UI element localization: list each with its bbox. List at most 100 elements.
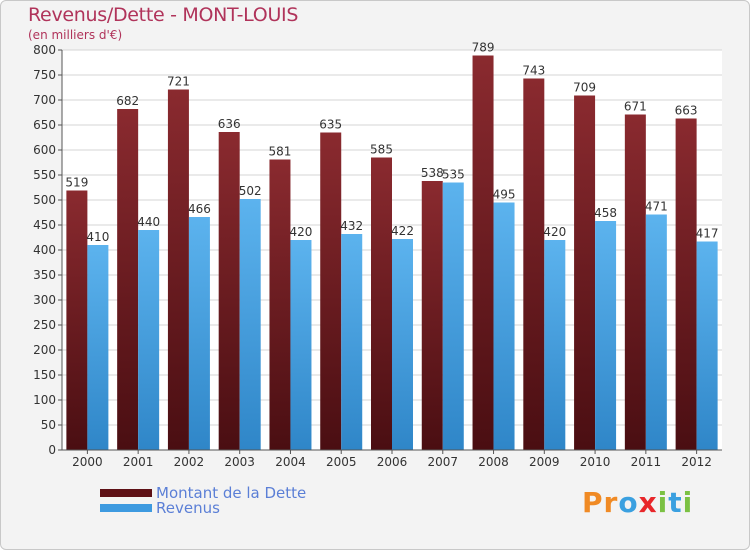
- debt-value-label: 585: [370, 143, 393, 157]
- y-tick-label: 650: [33, 118, 56, 132]
- legend-item-debt: Montant de la Dette: [100, 483, 307, 502]
- revenus-value-label: 466: [188, 202, 211, 216]
- logo-letter: r: [603, 486, 619, 519]
- chart-title: Revenus/Dette - MONT-LOUIS: [28, 4, 299, 26]
- debt-bar: [269, 159, 291, 450]
- y-tick-label: 150: [33, 368, 56, 382]
- y-tick-label: 50: [41, 418, 56, 432]
- revenus-bar: [544, 240, 566, 450]
- x-tick-label: 2002: [174, 455, 205, 469]
- logo-letter: t: [668, 486, 683, 519]
- debt-value-label: 743: [522, 64, 545, 78]
- y-tick-label: 750: [33, 68, 56, 82]
- y-tick-label: 0: [48, 443, 56, 457]
- y-tick-label: 350: [33, 268, 56, 282]
- revenus-value-label: 420: [543, 225, 566, 239]
- debt-value-label: 671: [624, 100, 647, 114]
- debt-bar: [624, 114, 646, 450]
- x-tick-label: 2009: [529, 455, 560, 469]
- revenus-bar: [138, 230, 160, 450]
- debt-bar: [574, 95, 596, 450]
- debt-value-label: 519: [65, 176, 88, 190]
- revenus-bar: [87, 245, 109, 450]
- logo-letter: x: [638, 486, 658, 519]
- debt-value-label: 663: [675, 104, 698, 118]
- legend-swatch-debt: [100, 488, 152, 497]
- legend: Montant de la Dette Revenus: [100, 483, 307, 517]
- debt-bar: [66, 190, 88, 450]
- y-tick-label: 450: [33, 218, 56, 232]
- x-tick-label: 2008: [478, 455, 509, 469]
- revenus-value-label: 495: [493, 188, 516, 202]
- debt-bar: [320, 132, 342, 450]
- revenus-bar: [595, 221, 617, 450]
- revenus-bar: [392, 239, 413, 450]
- x-tick-label: 2012: [681, 455, 712, 469]
- debt-bar: [421, 181, 443, 450]
- chart-subtitle: (en milliers d'€): [28, 28, 123, 42]
- revenus-bar: [442, 182, 464, 450]
- revenus-value-label: 410: [86, 230, 109, 244]
- debt-value-label: 538: [421, 166, 444, 180]
- revenus-value-label: 458: [594, 206, 617, 220]
- y-tick-label: 550: [33, 168, 56, 182]
- y-tick-label: 100: [33, 393, 56, 407]
- revenus-value-label: 420: [290, 225, 313, 239]
- debt-value-label: 636: [218, 117, 241, 131]
- debt-value-label: 721: [167, 75, 190, 89]
- legend-label-revenus: Revenus: [156, 498, 220, 517]
- y-tick-label: 500: [33, 193, 56, 207]
- logo-letter: o: [618, 486, 639, 519]
- x-tick-label: 2006: [377, 455, 408, 469]
- debt-bar: [523, 78, 545, 450]
- y-tick-label: 300: [33, 293, 56, 307]
- debt-value-label: 682: [116, 94, 139, 108]
- debt-bar: [675, 118, 697, 450]
- y-tick-label: 200: [33, 343, 56, 357]
- revenus-bar: [696, 241, 718, 450]
- revenus-bar: [290, 240, 312, 450]
- debt-value-label: 789: [472, 41, 495, 55]
- debt-bar: [218, 132, 240, 450]
- x-tick-label: 2007: [427, 455, 458, 469]
- y-tick-label: 600: [33, 143, 56, 157]
- y-tick-label: 400: [33, 243, 56, 257]
- revenus-value-label: 417: [696, 227, 719, 241]
- y-tick-label: 700: [33, 93, 56, 107]
- legend-item-revenus: Revenus: [100, 498, 306, 517]
- y-tick-label: 250: [33, 318, 56, 332]
- revenus-value-label: 440: [137, 215, 160, 229]
- logo-letter: i: [657, 486, 669, 519]
- logo-letter: P: [582, 486, 604, 519]
- debt-bar: [167, 89, 189, 450]
- debt-value-label: 709: [573, 81, 596, 95]
- legend-label-debt: Montant de la Dette: [156, 483, 307, 502]
- y-tick-label: 800: [33, 43, 56, 57]
- revenus-value-label: 535: [442, 168, 465, 182]
- revenus-value-label: 432: [340, 219, 363, 233]
- revenus-bar: [645, 214, 667, 450]
- debt-value-label: 581: [269, 145, 292, 159]
- debt-bar: [117, 109, 139, 450]
- x-tick-label: 2011: [631, 455, 662, 469]
- x-tick-label: 2003: [224, 455, 255, 469]
- revenus-bar: [188, 217, 210, 450]
- revenus-value-label: 471: [645, 200, 668, 214]
- debt-bar: [371, 157, 392, 450]
- debt-value-label: 635: [319, 118, 342, 132]
- x-tick-label: 2004: [275, 455, 306, 469]
- revenus-value-label: 422: [391, 224, 414, 238]
- legend-swatch-revenus: [100, 503, 152, 512]
- debt-bar: [472, 55, 494, 450]
- x-tick-label: 2005: [326, 455, 357, 469]
- revenus-bar: [341, 234, 363, 450]
- logo-letter: i: [682, 486, 694, 519]
- x-tick-label: 2000: [72, 455, 103, 469]
- x-tick-label: 2010: [580, 455, 611, 469]
- revenus-value-label: 502: [239, 184, 262, 198]
- revenus-bar: [493, 202, 515, 450]
- x-tick-label: 2001: [123, 455, 154, 469]
- revenus-bar: [239, 199, 261, 450]
- proxiti-logo: Proxiti: [582, 486, 693, 519]
